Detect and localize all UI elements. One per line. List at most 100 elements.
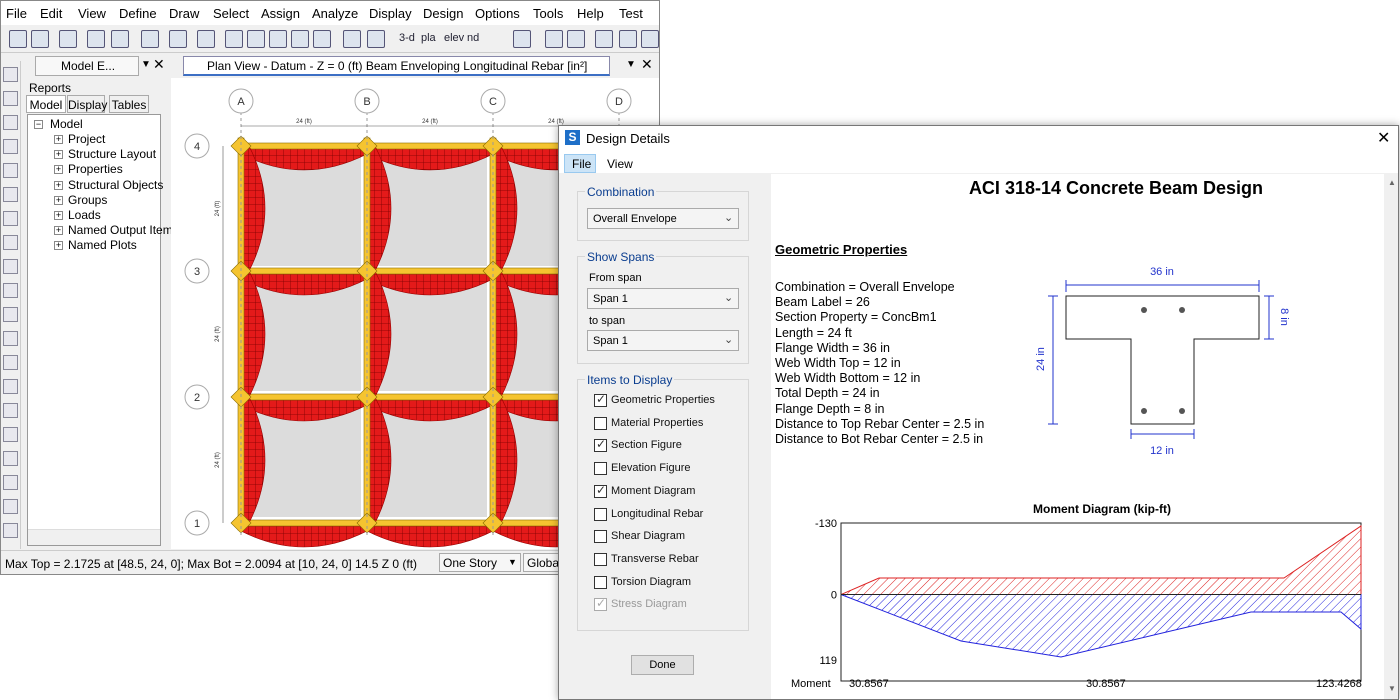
tab[interactable]: Tables	[109, 95, 149, 113]
toolbar-button[interactable]	[567, 30, 585, 48]
tool-button[interactable]	[3, 235, 18, 250]
checkbox-label[interactable]: Geometric Properties	[611, 394, 715, 406]
tool-button[interactable]	[3, 259, 18, 274]
menu-item[interactable]: Define	[119, 6, 157, 21]
tree-item[interactable]: Structural Objects	[68, 177, 164, 192]
close-button[interactable]: ✕	[1377, 130, 1391, 147]
menu-item[interactable]: Display	[369, 6, 412, 21]
tree-item[interactable]: Named Plots	[68, 238, 137, 253]
checkbox-label[interactable]: Transverse Rebar	[611, 552, 699, 565]
tool-button[interactable]	[3, 211, 18, 226]
tree-item[interactable]: Loads	[68, 208, 101, 222]
checkbox-label[interactable]: Longitudinal Rebar	[611, 507, 704, 520]
done-button[interactable]: Done	[631, 655, 694, 675]
toolbar-button[interactable]	[9, 30, 27, 48]
toolbar-button[interactable]	[31, 30, 49, 48]
tool-button[interactable]	[3, 451, 18, 466]
checkbox[interactable]	[594, 507, 607, 521]
toolbar-label[interactable]: elev	[444, 32, 465, 44]
tree-item[interactable]: Named Output Items	[68, 223, 179, 238]
checkbox-label[interactable]: Elevation Figure	[611, 462, 691, 475]
scroll-arrow[interactable]: ▼	[1388, 684, 1396, 693]
toolbar-button[interactable]	[545, 30, 563, 48]
expander[interactable]: +	[54, 225, 63, 236]
menu-item[interactable]: Analyze	[312, 6, 359, 21]
tool-button[interactable]	[3, 67, 18, 82]
tool-button[interactable]	[3, 331, 18, 346]
tool-button[interactable]	[3, 499, 18, 514]
toolbar-button[interactable]	[513, 30, 531, 48]
tool-button[interactable]	[3, 139, 18, 154]
menu-item[interactable]: File	[564, 154, 596, 173]
checkbox-label[interactable]: Material Properties	[611, 416, 704, 429]
panel-menu[interactable]: ▼	[141, 59, 151, 70]
checkbox[interactable]	[594, 575, 607, 589]
expander[interactable]: +	[54, 194, 63, 205]
toolbar-button[interactable]	[313, 30, 331, 48]
checkbox[interactable]	[594, 530, 607, 544]
panel-menu[interactable]: ▼	[626, 59, 636, 70]
expander[interactable]: −	[34, 119, 43, 129]
tool-button[interactable]	[3, 163, 18, 178]
menu-item[interactable]: Draw	[169, 6, 200, 21]
toolbar-button[interactable]	[225, 30, 243, 48]
toolbar-button[interactable]	[247, 30, 265, 48]
checkbox[interactable]	[594, 462, 607, 476]
menu-item[interactable]: File	[6, 6, 27, 21]
toolbar-button[interactable]	[641, 30, 659, 48]
toolbar-button[interactable]	[141, 30, 159, 48]
toolbar-button[interactable]	[619, 30, 637, 48]
toolbar-button[interactable]	[169, 30, 187, 48]
toolbar-button[interactable]	[269, 30, 287, 48]
tool-button[interactable]	[3, 379, 18, 394]
toolbar-button[interactable]	[367, 30, 385, 48]
toolbar-label[interactable]: pla	[421, 32, 436, 44]
menu-item[interactable]: Edit	[40, 6, 63, 21]
toolbar-button[interactable]	[595, 30, 613, 48]
story-dropdown[interactable]: One Story ▼	[439, 553, 521, 572]
toolbar-label[interactable]: nd	[467, 32, 480, 44]
dropdown-value[interactable]: One Story	[443, 556, 498, 570]
tree-item[interactable]: Groups	[68, 192, 108, 207]
dropdown-value[interactable]: Span 1	[593, 335, 628, 347]
toolbar-button[interactable]	[343, 30, 361, 48]
dropdown-value[interactable]: Global	[527, 556, 562, 570]
tab[interactable]: Model	[26, 95, 66, 113]
toolbar-button[interactable]	[87, 30, 105, 48]
tool-button[interactable]	[3, 523, 18, 538]
checkbox[interactable]: ✓	[594, 483, 607, 498]
menu-item[interactable]: View	[78, 6, 106, 21]
expander[interactable]: +	[54, 179, 63, 190]
tree-item[interactable]: Properties	[68, 162, 123, 177]
menu-item[interactable]: Help	[577, 6, 604, 21]
expander[interactable]: +	[54, 240, 63, 251]
tool-button[interactable]	[3, 91, 18, 106]
dropdown[interactable]: Span 1 ⌄	[587, 330, 739, 351]
tool-button[interactable]	[3, 403, 18, 418]
dropdown-arrow[interactable]: ⌄	[724, 334, 734, 346]
panel-close[interactable]: ✕	[641, 56, 653, 72]
checkbox[interactable]: ✓	[594, 392, 607, 407]
dropdown-arrow[interactable]: ▼	[508, 557, 517, 567]
menu-item[interactable]: Test	[619, 6, 643, 21]
tab[interactable]: Reports	[29, 81, 72, 95]
tree-item[interactable]: Structure Layout	[68, 147, 157, 162]
checkbox-label[interactable]: Section Figure	[611, 439, 682, 452]
checkbox-label[interactable]: Moment Diagram	[611, 484, 696, 497]
menu-item[interactable]: Assign	[261, 6, 301, 21]
checkbox[interactable]: ✓	[594, 437, 607, 453]
tool-button[interactable]	[3, 187, 18, 202]
expander[interactable]: +	[54, 164, 63, 175]
menu-item[interactable]: View	[607, 157, 633, 171]
menu-item[interactable]: Select	[213, 6, 250, 21]
panel-close[interactable]: ✕	[153, 56, 165, 72]
tool-button[interactable]	[3, 283, 18, 298]
scroll-arrow[interactable]: ▲	[1388, 178, 1396, 187]
dropdown-value[interactable]: Span 1	[593, 293, 628, 305]
checkbox[interactable]	[594, 552, 607, 566]
tab[interactable]: Display	[67, 95, 107, 113]
menu-item[interactable]: Design	[423, 6, 464, 21]
tree-root[interactable]: Model	[50, 117, 83, 131]
tool-button[interactable]	[3, 475, 18, 490]
expander[interactable]: +	[54, 134, 63, 144]
